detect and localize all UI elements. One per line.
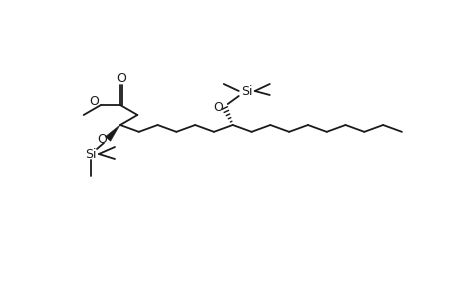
Text: O: O [213, 100, 222, 113]
Polygon shape [105, 125, 120, 141]
Text: O: O [97, 133, 106, 146]
Text: O: O [116, 71, 126, 85]
Text: Si: Si [241, 85, 252, 98]
Text: O: O [89, 94, 99, 107]
Text: Si: Si [85, 148, 96, 160]
